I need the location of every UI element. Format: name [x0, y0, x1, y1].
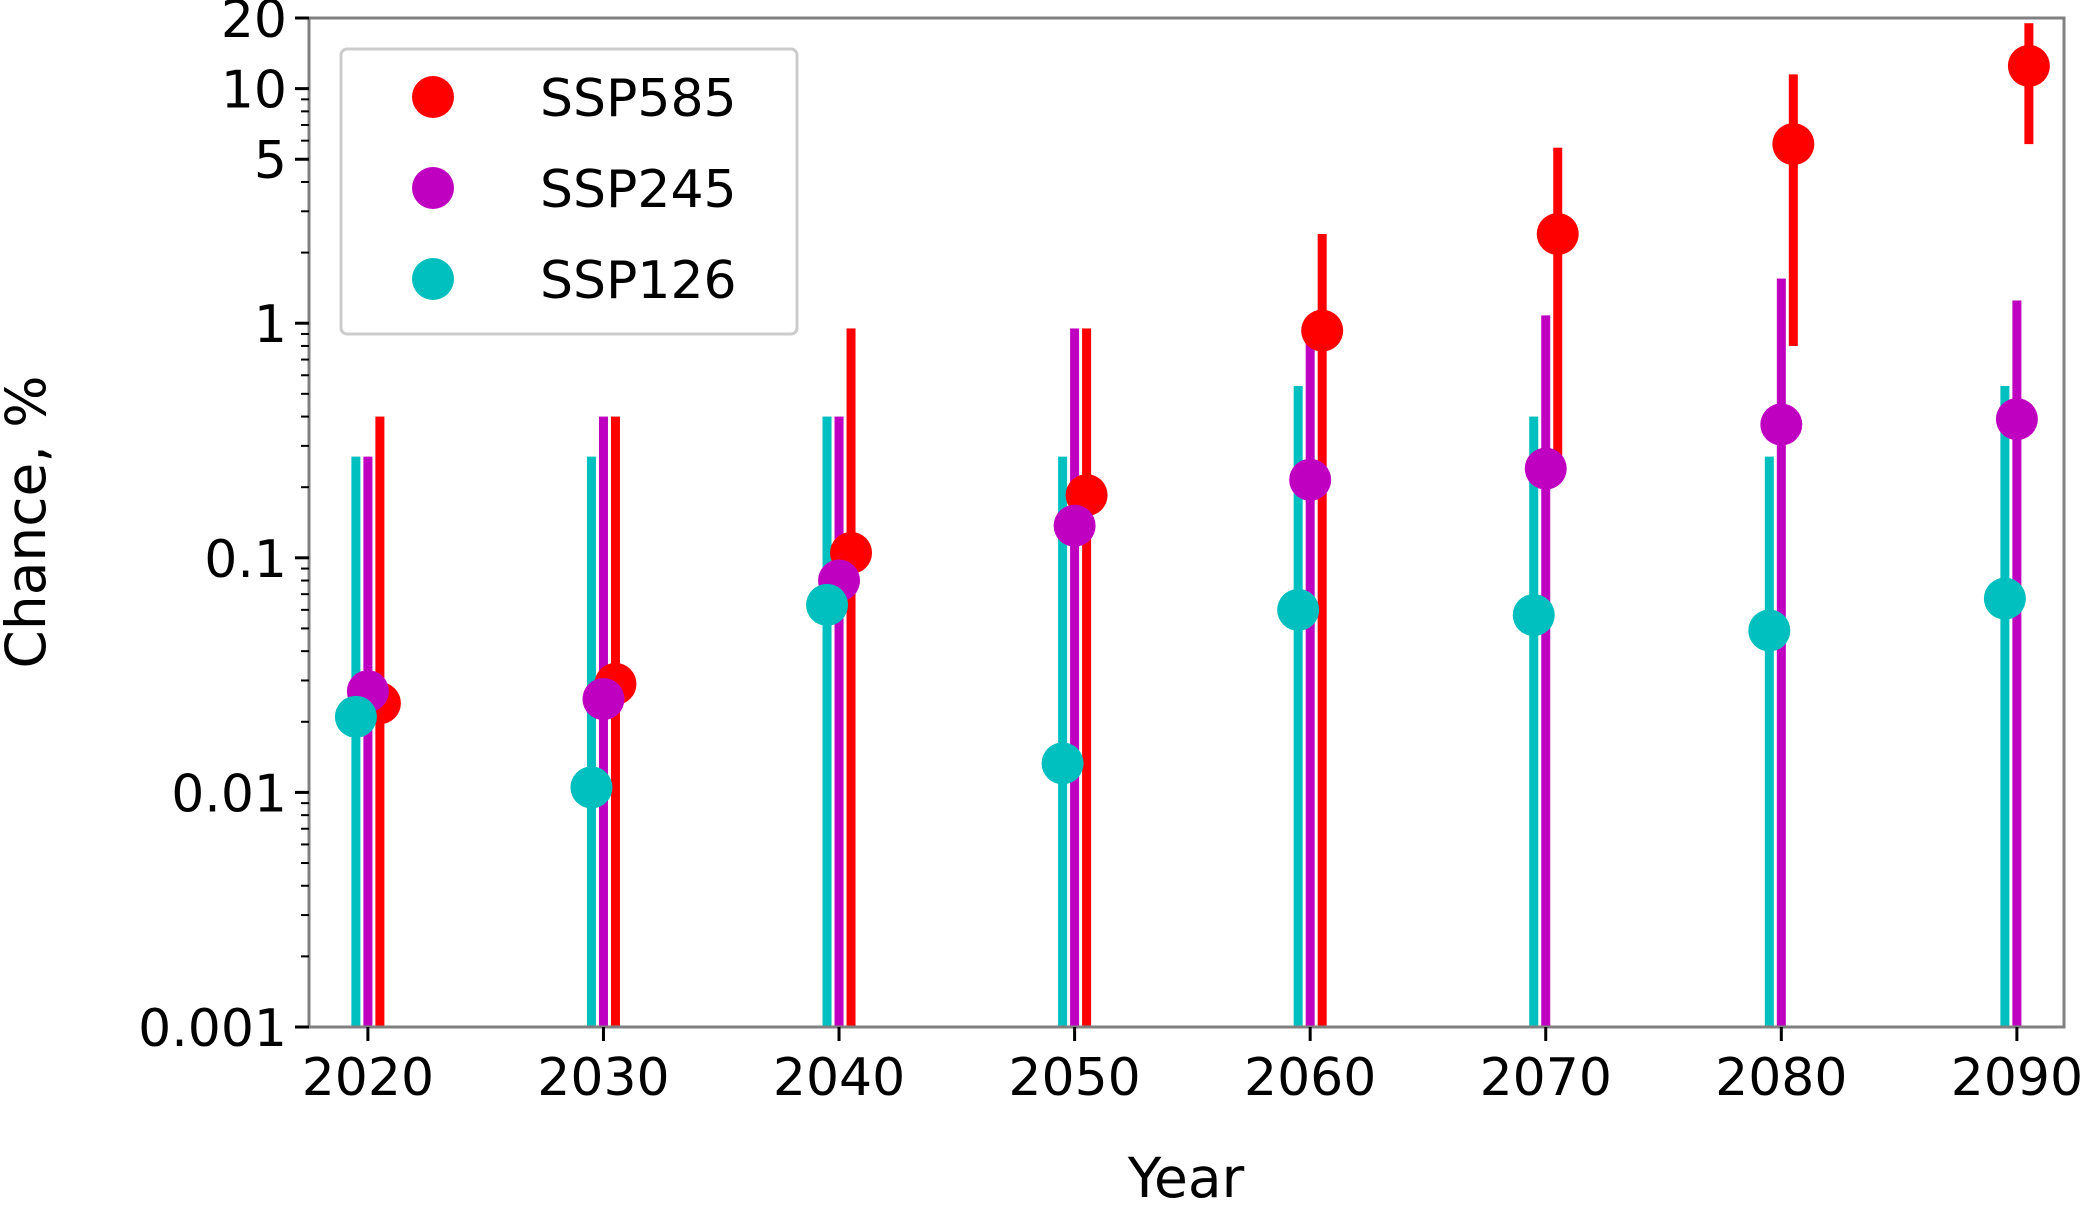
legend-marker-ssp126 — [412, 258, 454, 300]
error-bar-ssp245-2050 — [1070, 328, 1080, 1027]
point-ssp245-2080 — [1760, 403, 1803, 446]
y-tick-label: 1 — [254, 295, 287, 355]
error-bar-ssp126-2050 — [1058, 456, 1068, 1028]
x-tick-label: 2090 — [1951, 1048, 2083, 1108]
legend-label-ssp585: SSP585 — [540, 69, 737, 129]
legend: SSP585 SSP245 SSP126 — [339, 47, 799, 336]
y-tick-label: 0.01 — [171, 764, 287, 824]
error-bar-ssp126-2060 — [1293, 385, 1303, 1028]
error-bar-ssp126-2080 — [1764, 456, 1774, 1028]
point-ssp585-2090 — [2007, 44, 2050, 87]
point-ssp245-2090 — [1995, 398, 2038, 441]
point-ssp585-2060 — [1301, 309, 1344, 352]
point-ssp126-2070 — [1512, 594, 1555, 637]
plot-frame — [307, 16, 2066, 1029]
legend-label-ssp126: SSP126 — [540, 251, 737, 311]
x-tick-label: 2030 — [537, 1048, 669, 1108]
x-tick-label: 2070 — [1480, 1048, 1612, 1108]
x-axis: 2020 2030 2040 2050 2060 2070 2080 2090 — [302, 1027, 2083, 1108]
point-ssp126-2080 — [1748, 609, 1791, 652]
error-bar-ssp585-2070 — [1553, 147, 1563, 473]
error-bar-ssp126-2040 — [822, 416, 832, 1027]
error-bar-ssp126-2090 — [2000, 385, 2010, 1028]
error-bar-ssp126-2030 — [586, 456, 596, 1028]
error-bar-ssp245-2080 — [1776, 278, 1786, 1028]
y-axis: 0.001 0.01 0.1 1 5 10 20 — [138, 0, 309, 1059]
point-ssp585-2080 — [1772, 123, 1815, 166]
error-bar-ssp585-2030 — [610, 416, 620, 1027]
point-ssp126-2060 — [1277, 588, 1320, 631]
point-ssp245-2070 — [1524, 447, 1567, 490]
point-ssp126-2040 — [806, 583, 849, 626]
x-tick-label: 2060 — [1244, 1048, 1376, 1108]
error-bar-ssp245-2070 — [1541, 315, 1551, 1028]
y-tick-label: 10 — [221, 61, 287, 121]
error-bar-ssp245-2020 — [363, 456, 373, 1028]
legend-marker-ssp585 — [412, 76, 454, 118]
y-tick-label: 20 — [221, 0, 287, 50]
error-bar-ssp585-2060 — [1317, 234, 1327, 1028]
error-bar-ssp245-2090 — [2012, 300, 2022, 1028]
error-bar-ssp126-2070 — [1529, 416, 1539, 1027]
point-ssp585-2070 — [1536, 213, 1579, 256]
legend-box — [339, 47, 799, 336]
x-tick-label: 2050 — [1008, 1048, 1140, 1108]
x-axis-label: Year — [1127, 1146, 1245, 1207]
error-bar-ssp126-2020 — [351, 456, 361, 1028]
error-bar-ssp585-2040 — [846, 328, 856, 1027]
y-tick-label: 5 — [254, 131, 287, 191]
error-bar-ssp245-2030 — [598, 416, 608, 1027]
error-bar-ssp585-2050 — [1082, 328, 1092, 1027]
x-tick-label: 2040 — [773, 1048, 905, 1108]
x-tick-label: 2080 — [1715, 1048, 1847, 1108]
error-bar-ssp245-2060 — [1305, 328, 1315, 1027]
y-axis-label: Chance, % — [0, 375, 58, 668]
x-tick-label: 2020 — [302, 1048, 434, 1108]
point-ssp126-2020 — [334, 695, 377, 738]
point-ssp245-2030 — [582, 678, 625, 721]
error-bar-ssp245-2040 — [834, 416, 844, 1027]
legend-label-ssp245: SSP245 — [540, 160, 737, 220]
y-tick-label: 0.1 — [204, 530, 287, 590]
point-ssp126-2090 — [1983, 577, 2026, 620]
point-ssp245-2050 — [1053, 504, 1096, 547]
error-bar-ssp585-2080 — [1788, 74, 1798, 346]
point-ssp126-2050 — [1041, 742, 1084, 785]
marks-layer — [334, 23, 2050, 1028]
legend-marker-ssp245 — [412, 167, 454, 209]
point-ssp245-2060 — [1289, 458, 1332, 501]
y-tick-label: 0.001 — [138, 999, 287, 1059]
point-ssp126-2030 — [570, 766, 613, 809]
